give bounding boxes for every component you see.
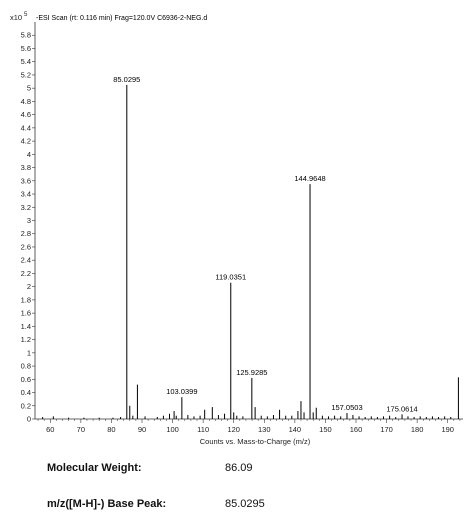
x-tick-label: 110 [197, 425, 209, 434]
y-tick-label: 3.4 [21, 190, 31, 199]
x-tick-label: 150 [319, 425, 332, 434]
x-tick-label: 60 [46, 425, 54, 434]
y-tick-label: 5.8 [21, 31, 31, 40]
peak-label: 103.0399 [166, 387, 197, 396]
y-tick-label: 0.2 [21, 401, 31, 410]
x-axis-label: Counts vs. Mass-to-Charge (m/z) [200, 437, 311, 446]
y-tick-label: 2.4 [21, 256, 31, 265]
y-axis: 0 0.2 0.4 0.6 0.8 1 1.2 1.4 1.6 1.8 2 2.2 2.4 2.6 2.8 3… [21, 22, 36, 424]
peak-label: 119.0351 [215, 273, 246, 282]
peak-bars [42, 84, 459, 419]
y-tick-label: 1.4 [21, 322, 31, 331]
y-tick-label: 1 [27, 348, 31, 357]
peak-label: 144.9648 [294, 174, 325, 183]
peak-label: 157.0503 [331, 403, 362, 412]
y-tick-label: 3.8 [21, 163, 31, 172]
x-tick-label: 140 [289, 425, 302, 434]
x-axis: 60 70 80 90 100 110 120 130 140 150 160 170 180 190 [35, 418, 463, 434]
y-tick-label: 5.4 [21, 57, 31, 66]
peak-label: 85.0295 [113, 75, 140, 84]
y-tick-label: 0.4 [21, 388, 31, 397]
y-tick-label: 1.8 [21, 295, 31, 304]
y-tick-label: 0 [27, 415, 31, 424]
x-tick-label: 160 [350, 425, 363, 434]
y-tick-label: 1.2 [21, 335, 31, 344]
y-tick-label: 4.6 [21, 110, 31, 119]
peak-labels: 85.0295 103.0399 119.0351 125.9285 144.9648 1… [113, 75, 417, 414]
x-tick-label: 70 [77, 425, 85, 434]
base-peak-label: m/z([M-H]-) Base Peak: [47, 498, 167, 510]
y-tick-label: 4.8 [21, 97, 31, 106]
x-tick-label: 170 [380, 425, 393, 434]
base-peak-value: 85.0295 [225, 498, 265, 510]
y-tick-label: 1.6 [21, 309, 31, 318]
y-tick-label: 2.6 [21, 242, 31, 251]
y-tick-label: 4.2 [21, 137, 31, 146]
x-tick-label: 180 [411, 425, 424, 434]
y-tick-label: 3.6 [21, 176, 31, 185]
y-tick-label: 3 [27, 216, 31, 225]
y-multiplier-label: x10 [10, 13, 22, 22]
chart-title: -ESI Scan (rt: 0.116 min) Frag=120.0V C6… [36, 15, 207, 22]
mass-spectrum-chart: -ESI Scan (rt: 0.116 min) Frag=120.0V C6… [10, 12, 463, 446]
molecular-weight-label: Molecular Weight: [47, 462, 142, 474]
x-tick-label: 100 [166, 425, 179, 434]
y-tick-label: 0.6 [21, 375, 31, 384]
y-tick-label: 2.2 [21, 269, 31, 278]
y-tick-label: 2 [27, 282, 31, 291]
y-tick-label: 2.8 [21, 229, 31, 238]
peak-label: 175.0614 [386, 404, 417, 413]
y-tick-label: 5.2 [21, 70, 31, 79]
y-exponent-label: 5 [24, 12, 28, 18]
peak-label: 125.9285 [236, 368, 267, 377]
y-tick-label: 5.6 [21, 44, 31, 53]
y-tick-label: 3.2 [21, 203, 31, 212]
molecular-weight-value: 86.09 [225, 462, 253, 474]
x-tick-label: 190 [441, 425, 454, 434]
x-tick-label: 90 [138, 425, 146, 434]
x-tick-label: 120 [227, 425, 240, 434]
x-tick-label: 80 [107, 425, 115, 434]
y-tick-label: 5 [27, 84, 31, 93]
y-tick-label: 4 [27, 150, 31, 159]
y-tick-label: 0.8 [21, 362, 31, 371]
x-tick-label: 130 [258, 425, 271, 434]
y-tick-label: 4.4 [21, 123, 31, 132]
